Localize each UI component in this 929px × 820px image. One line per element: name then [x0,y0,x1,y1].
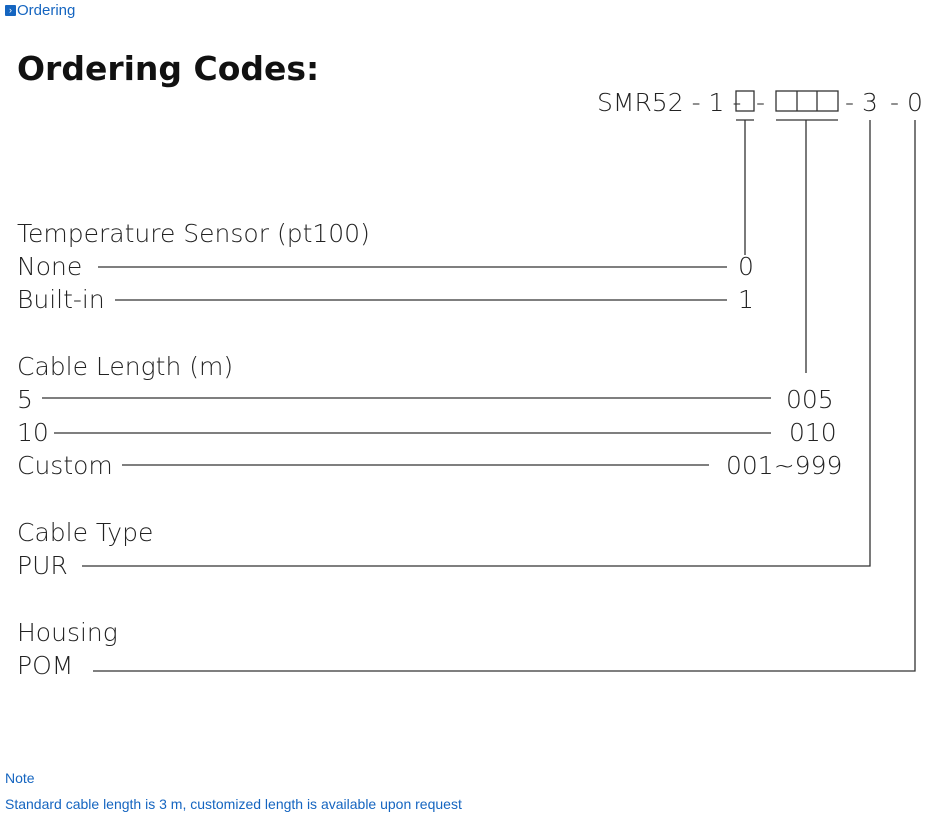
option-label: None [17,252,82,281]
breadcrumb-label: Ordering [17,2,76,19]
option-code: 1 [738,285,754,314]
section-heading-temperature: Temperature Sensor (pt100) [17,219,370,248]
option-code: 0 [738,252,754,281]
connector-lines [42,119,916,672]
note-text: Standard cable length is 3 m, customized… [5,796,462,812]
option-label: POM [17,651,73,680]
option-label: Built-in [17,285,105,314]
chevron-right-icon: › [5,5,16,16]
note-heading: Note [5,770,35,786]
option-code: 005 [786,385,834,414]
option-label: 10 [17,418,49,447]
code-cable-type: - 3 [845,88,878,117]
breadcrumb-ordering-link[interactable]: › Ordering [5,2,75,19]
code-box-length [775,90,839,112]
code-prefix: SMR52 - 1 - [597,88,741,117]
code-housing: - 0 [890,88,923,117]
page-title: Ordering Codes: [17,49,319,88]
option-label: Custom [17,451,113,480]
code-box-sensor [735,90,755,112]
option-label: PUR [17,551,68,580]
option-label: 5 [17,385,33,414]
section-heading-cable-type: Cable Type [17,518,153,547]
section-heading-cable-length: Cable Length (m) [17,352,233,381]
section-heading-housing: Housing [17,618,118,647]
option-code: 010 [789,418,837,447]
code-sep: - [756,88,765,117]
code-string: SMR52 - 1 - - - 3 - 0 [597,88,923,117]
option-code: 001~999 [726,451,842,480]
